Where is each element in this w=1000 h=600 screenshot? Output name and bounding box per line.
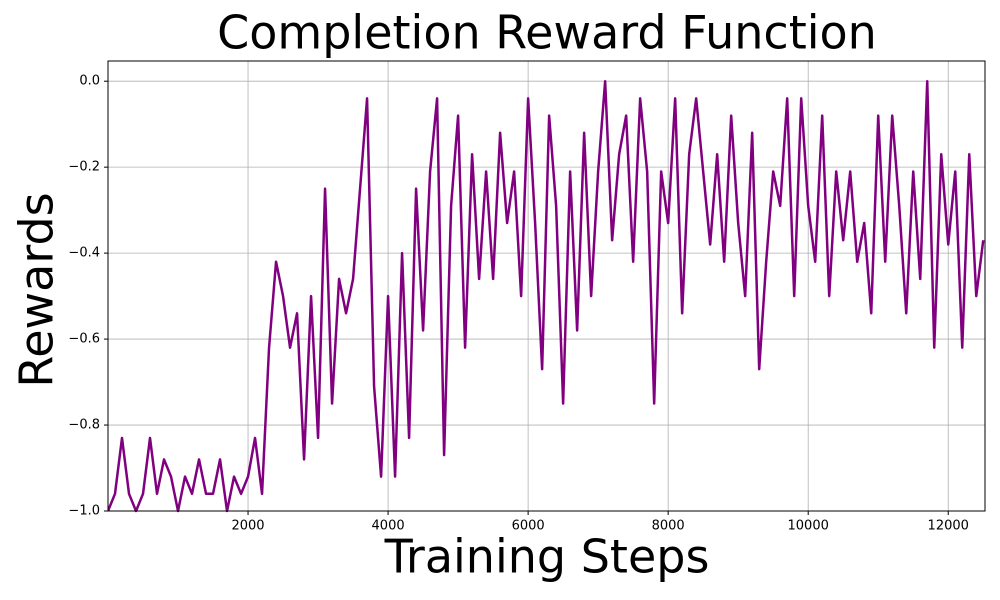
x-axis-label: Training Steps (384, 530, 710, 584)
x-tick-label: 8000 (652, 519, 685, 534)
y-tick-label: −0.8 (68, 418, 100, 433)
chart-title: Completion Reward Function (217, 6, 877, 60)
x-tick-label: 2000 (231, 519, 264, 534)
plot-frame (107, 60, 986, 512)
y-tick-label: −0.6 (68, 332, 100, 347)
y-axis-label: Rewards (10, 192, 64, 387)
y-tick-label: −0.2 (68, 160, 100, 175)
x-tick-label: 6000 (512, 519, 545, 534)
y-tick-label: −0.4 (68, 246, 100, 261)
x-tick-label: 12000 (928, 519, 969, 534)
data-line (108, 79, 985, 513)
x-tick-label: 4000 (372, 519, 405, 534)
y-tick-label: −1.0 (68, 504, 100, 519)
x-tick-label: 10000 (788, 519, 829, 534)
y-tick-label: 0.0 (79, 74, 100, 89)
